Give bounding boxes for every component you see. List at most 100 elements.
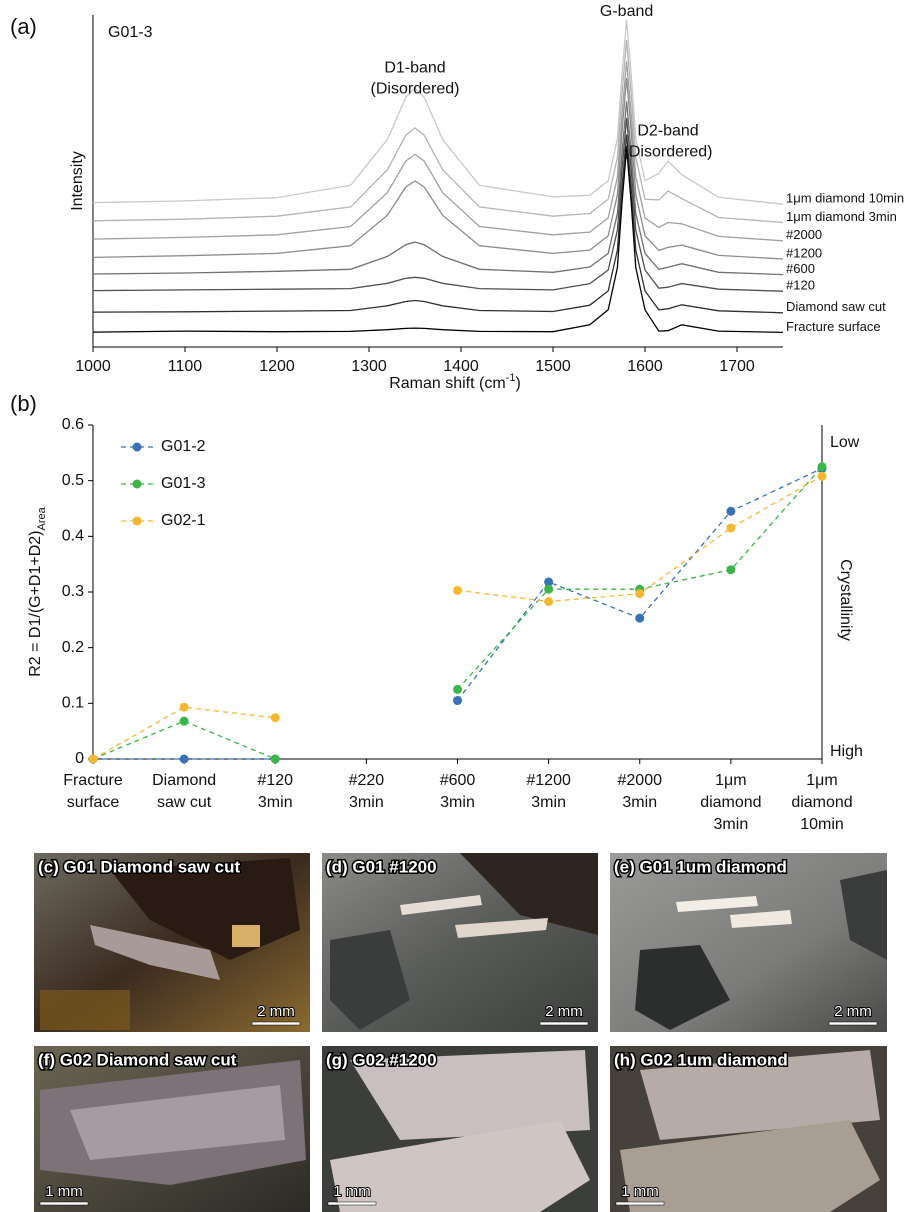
- annotation: (Disordered): [371, 80, 460, 97]
- data-point: [818, 472, 827, 481]
- x-tick-label: 1μm: [715, 772, 746, 789]
- x-tick-label: 1600: [627, 358, 663, 375]
- legend-label: G01-2: [161, 438, 206, 455]
- data-point: [180, 717, 189, 726]
- data-point: [544, 585, 553, 594]
- y-tick-label: 0.1: [62, 695, 84, 712]
- x-axis-label-text: Raman shift (cm: [389, 375, 505, 392]
- y-tick-label: 0.4: [62, 528, 84, 545]
- annotation: D1-band: [384, 59, 445, 76]
- data-point: [726, 507, 735, 516]
- data-point: [180, 703, 189, 712]
- scale-bar: [829, 1022, 877, 1025]
- x-tick-label: 1300: [351, 358, 387, 375]
- scale-bar: [252, 1022, 300, 1025]
- x-tick-label: 1400: [443, 358, 479, 375]
- scale-label: 1 mm: [333, 1183, 371, 1200]
- legend-marker: [133, 480, 142, 489]
- x-tick-label: 1000: [75, 358, 111, 375]
- y-tick-label: 0: [75, 750, 84, 767]
- spectrum-label: 1μm diamond 3min: [786, 209, 897, 224]
- data-point: [180, 755, 189, 764]
- data-point: [453, 696, 462, 705]
- x-tick-label: surface: [67, 794, 120, 811]
- panel-label: (b): [10, 391, 37, 416]
- right-label: Low: [830, 434, 860, 451]
- photo-label: (f) G02 Diamond saw cut: [38, 1050, 237, 1069]
- data-point: [818, 462, 827, 471]
- spectrum-label: 1μm diamond 10min: [786, 191, 904, 206]
- x-tick-label: Fracture: [63, 772, 123, 789]
- data-point: [726, 565, 735, 574]
- scale-label: 2 mm: [257, 1003, 295, 1020]
- legend-marker: [133, 443, 142, 452]
- x-axis-label-superscript: -1: [506, 372, 516, 384]
- panel-label: (a): [10, 14, 37, 39]
- annotation: (Disordered): [624, 143, 713, 160]
- spectrum-label: Diamond saw cut: [786, 299, 886, 314]
- spectrum-label: #2000: [786, 227, 822, 242]
- spectrum-title: G01-3: [108, 24, 153, 41]
- data-point: [89, 755, 98, 764]
- x-tick-label: 3min: [531, 794, 566, 811]
- x-tick-label: 3min: [258, 794, 293, 811]
- y-axis-label-text: R2 = D1/(G+D1+D2): [27, 530, 44, 676]
- x-tick-label: #220: [349, 772, 385, 789]
- annotation: D2-band: [637, 122, 698, 139]
- data-point: [453, 685, 462, 694]
- scale-bar: [328, 1202, 376, 1205]
- scale-label: 1 mm: [621, 1183, 659, 1200]
- spectrum-label: #600: [786, 261, 815, 276]
- data-point: [271, 755, 280, 764]
- x-tick-label: #1200: [526, 772, 571, 789]
- photo-label: (d) G01 #1200: [326, 857, 437, 876]
- spectrum-label: #120: [786, 278, 815, 293]
- photo-label: (e) G01 1um diamond: [614, 857, 787, 876]
- spectrum: [93, 78, 783, 259]
- scale-bar: [540, 1022, 588, 1025]
- data-point: [544, 597, 553, 606]
- x-tick-label: 1200: [259, 358, 295, 375]
- photo-label: (c) G01 Diamond saw cut: [38, 857, 240, 876]
- spectrum-label: Fracture surface: [786, 319, 881, 334]
- x-tick-label: 1100: [168, 358, 203, 375]
- x-tick-label: 3min: [440, 794, 475, 811]
- x-tick-label: #2000: [618, 772, 663, 789]
- legend-label: G02-1: [161, 512, 206, 529]
- y-tick-label: 0.3: [62, 583, 84, 600]
- x-axis-label-suffix: ): [515, 375, 520, 392]
- data-point: [453, 586, 462, 595]
- x-tick-label: diamond: [791, 794, 852, 811]
- legend-marker: [133, 517, 142, 526]
- scale-bar: [616, 1202, 664, 1205]
- y-axis-label: Intensity: [69, 151, 86, 211]
- x-tick-label: diamond: [700, 794, 761, 811]
- spectrum-label: #1200: [786, 245, 822, 260]
- x-tick-label: 3min: [349, 794, 384, 811]
- y-tick-label: 0.2: [62, 639, 84, 656]
- data-point: [726, 523, 735, 532]
- scale-label: 1 mm: [45, 1183, 83, 1200]
- scale-label: 2 mm: [834, 1003, 872, 1020]
- annotation: G-band: [600, 3, 653, 20]
- y-axis-label-subscript: Area: [36, 506, 48, 530]
- photo-label: (g) G02 #1200: [326, 1050, 437, 1069]
- photo-label: (h) G02 1um diamond: [614, 1050, 788, 1069]
- x-tick-label: 1500: [535, 358, 571, 375]
- x-tick-label: 3min: [714, 816, 749, 833]
- x-tick-label: saw cut: [157, 794, 212, 811]
- x-tick-label: 10min: [800, 816, 844, 833]
- right-label: High: [830, 743, 863, 760]
- spectrum: [93, 20, 783, 204]
- x-tick-label: 1700: [719, 358, 755, 375]
- x-tick-label: #120: [257, 772, 293, 789]
- data-point: [635, 589, 644, 598]
- scale-label: 2 mm: [545, 1003, 583, 1020]
- legend-label: G01-3: [161, 475, 206, 492]
- y-axis-label: R2 = D1/(G+D1+D2)Area: [27, 506, 48, 676]
- right-label: Crystallinity: [837, 559, 854, 641]
- y-tick-label: 0.6: [62, 416, 84, 433]
- x-tick-label: 3min: [622, 794, 657, 811]
- x-tick-label: Diamond: [152, 772, 216, 789]
